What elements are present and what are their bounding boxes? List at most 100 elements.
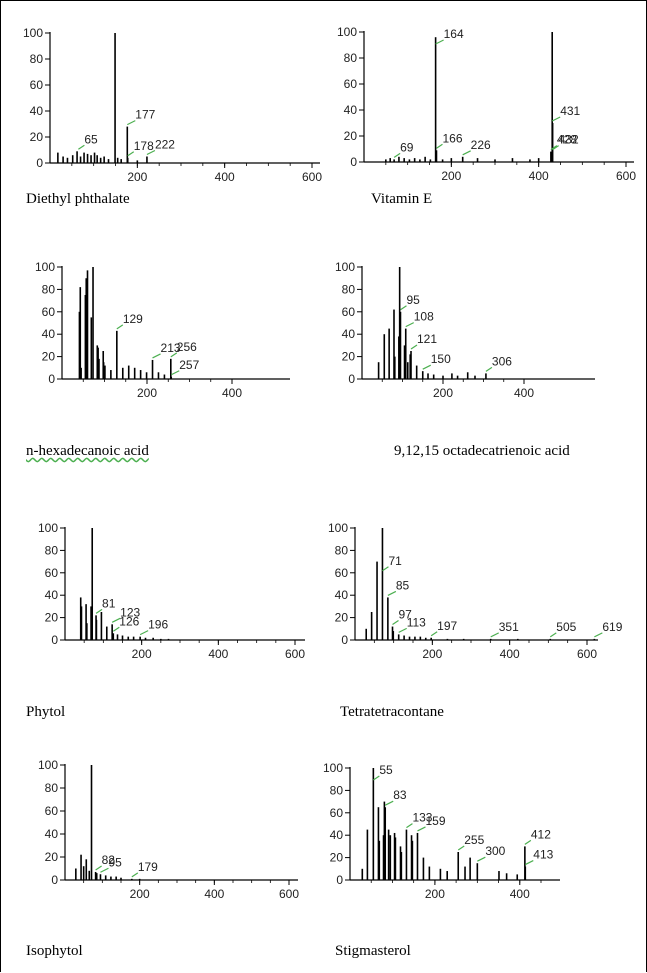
- chart-1-y-tick-label: 20: [344, 129, 358, 143]
- chart-6-peak-label: 95: [108, 855, 122, 869]
- chart-3-peak-leader: [485, 366, 493, 372]
- chart-2-y-tick-label: 0: [48, 372, 55, 386]
- chart-1-peak-label: 226: [471, 138, 491, 152]
- chart-4-peak-leader: [139, 630, 149, 636]
- chart-6-y-tick-label: 40: [45, 827, 59, 841]
- chart-2-y-tick-label: 80: [42, 282, 56, 296]
- chart-0-y-tick-label: 100: [23, 26, 43, 40]
- chart-5-peak-label: 505: [556, 620, 576, 634]
- chart-7-peak-leader: [525, 860, 534, 866]
- chart-2-peak-leader: [152, 353, 161, 359]
- chart-7-peak-label: 55: [379, 763, 393, 777]
- chart-2-peak-leader: [170, 352, 178, 358]
- chart-3-peak-leader: [400, 305, 407, 311]
- chart-7-peak-leader: [477, 856, 486, 862]
- chart-1-x-tick-label: 600: [616, 169, 636, 183]
- chart-5-peak-leader: [430, 631, 438, 637]
- chart-0-peak-label: 65: [84, 132, 98, 146]
- chart-5-peak-leader: [398, 627, 407, 633]
- chart-0-y-tick-label: 80: [30, 52, 44, 66]
- chart-5-x-tick-label: 400: [500, 647, 520, 661]
- chart-7-y-tick-label: 40: [330, 828, 344, 842]
- chart-3-x-tick-label: 400: [514, 386, 534, 400]
- chart-5-peak-leader: [490, 632, 499, 638]
- chart-6-y-tick-label: 20: [45, 850, 59, 864]
- caption-5: Tetratetracontane: [340, 704, 444, 720]
- caption-3: 9,12,15 octadecatrienoic acid: [394, 443, 570, 459]
- chart-2-peak-label: 257: [179, 358, 199, 372]
- chart-6-y-tick-label: 60: [45, 804, 59, 818]
- chart-1-peak-label: 69: [400, 140, 414, 154]
- chart-7-peak-label: 300: [485, 844, 505, 858]
- chart-3-peak-label: 108: [414, 310, 434, 324]
- chart-5-peak-label: 113: [407, 615, 426, 629]
- chart-3-y-tick-label: 40: [342, 327, 356, 341]
- chart-3-y-tick-label: 100: [335, 260, 355, 274]
- chart-3-y-tick-label: 80: [342, 282, 356, 296]
- chart-5-peak-leader: [549, 632, 557, 638]
- caption-4: Phytol: [26, 704, 66, 720]
- chart-2-x-tick-label: 400: [222, 386, 242, 400]
- chart-0-x-tick-label: 600: [302, 170, 322, 184]
- chart-2-y-tick-label: 40: [42, 327, 56, 341]
- chart-3-peak-label: 121: [417, 332, 437, 346]
- chart-7-y-tick-label: 0: [336, 873, 343, 887]
- chart-3-y-tick-label: 60: [342, 305, 356, 319]
- chart-2-peak-label: 213: [161, 341, 181, 355]
- chart-1-peak-leader: [551, 116, 561, 122]
- chart-2-x-tick-label: 200: [137, 386, 157, 400]
- chart-3-peak-label: 150: [431, 352, 451, 366]
- chart-7-y-tick-label: 100: [323, 761, 343, 775]
- chart-0-x-tick-label: 200: [127, 170, 147, 184]
- chart-5-peak-label: 197: [437, 619, 457, 633]
- chart-1-y-tick-label: 60: [344, 77, 358, 91]
- chart-5-peak-label: 619: [602, 620, 622, 634]
- chart-7-y-tick-label: 80: [330, 783, 344, 797]
- chart-7-peak-leader: [406, 823, 413, 829]
- caption-6: Isophytol: [26, 943, 83, 959]
- chart-5-x-tick-label: 600: [577, 647, 597, 661]
- chart-1-peak-leader: [550, 145, 558, 151]
- chart-0-y-tick-label: 60: [30, 78, 44, 92]
- chart-1-peak-leader: [393, 152, 401, 158]
- caption-2: n-hexadecanoic acid: [26, 443, 149, 459]
- chart-3-peak-leader: [410, 344, 418, 350]
- chart-4-peak-label: 126: [119, 614, 139, 628]
- chart-6-y-tick-label: 80: [45, 781, 59, 795]
- chart-7-x-tick-label: 400: [510, 887, 530, 901]
- chart-1-peak-leader: [552, 145, 559, 151]
- chart-7-peak-label: 133: [412, 811, 432, 825]
- chart-4-peak-leader: [111, 617, 121, 623]
- chart-7-peak-leader: [417, 826, 426, 832]
- chart-3-peak-label: 306: [492, 354, 512, 368]
- chart-5-x-tick-label: 200: [422, 647, 442, 661]
- chart-4-peak-label: 123: [120, 605, 140, 619]
- chart-6-x-tick-label: 400: [204, 887, 224, 901]
- chart-1-peak-leader: [436, 143, 443, 149]
- chart-5-y-tick-label: 40: [335, 588, 349, 602]
- chart-1-peak-label: 431: [560, 104, 580, 118]
- chart-6-peak-label: 179: [138, 860, 158, 874]
- chart-1-peak-label: 164: [444, 27, 464, 41]
- chart-2-peak-label: 129: [123, 312, 143, 326]
- chart-0-peak-label: 177: [135, 108, 155, 122]
- chart-0-y-tick-label: 0: [36, 156, 43, 170]
- chart-7-x-tick-label: 200: [425, 887, 445, 901]
- chart-4-y-tick-label: 100: [38, 521, 58, 535]
- chart-7-y-tick-label: 60: [330, 806, 344, 820]
- chart-4-x-tick-label: 200: [132, 647, 152, 661]
- chart-7-peak-label: 159: [425, 814, 445, 828]
- chart-3-y-tick-label: 20: [342, 350, 356, 364]
- chart-3-x-tick-label: 200: [433, 386, 453, 400]
- chart-5-y-tick-label: 60: [335, 566, 349, 580]
- chart-7-peak-label: 412: [531, 827, 551, 841]
- chart-5-peak-leader: [382, 566, 389, 572]
- chart-6-peak-label: 82: [102, 853, 116, 867]
- caption-1: Vitamin E: [371, 191, 433, 207]
- chart-1-y-tick-label: 0: [350, 155, 357, 169]
- chart-5-peak-label: 71: [388, 554, 402, 568]
- chart-1-x-tick-label: 200: [441, 169, 461, 183]
- chart-4-x-tick-label: 600: [285, 647, 305, 661]
- chart-1-y-tick-label: 80: [344, 51, 358, 65]
